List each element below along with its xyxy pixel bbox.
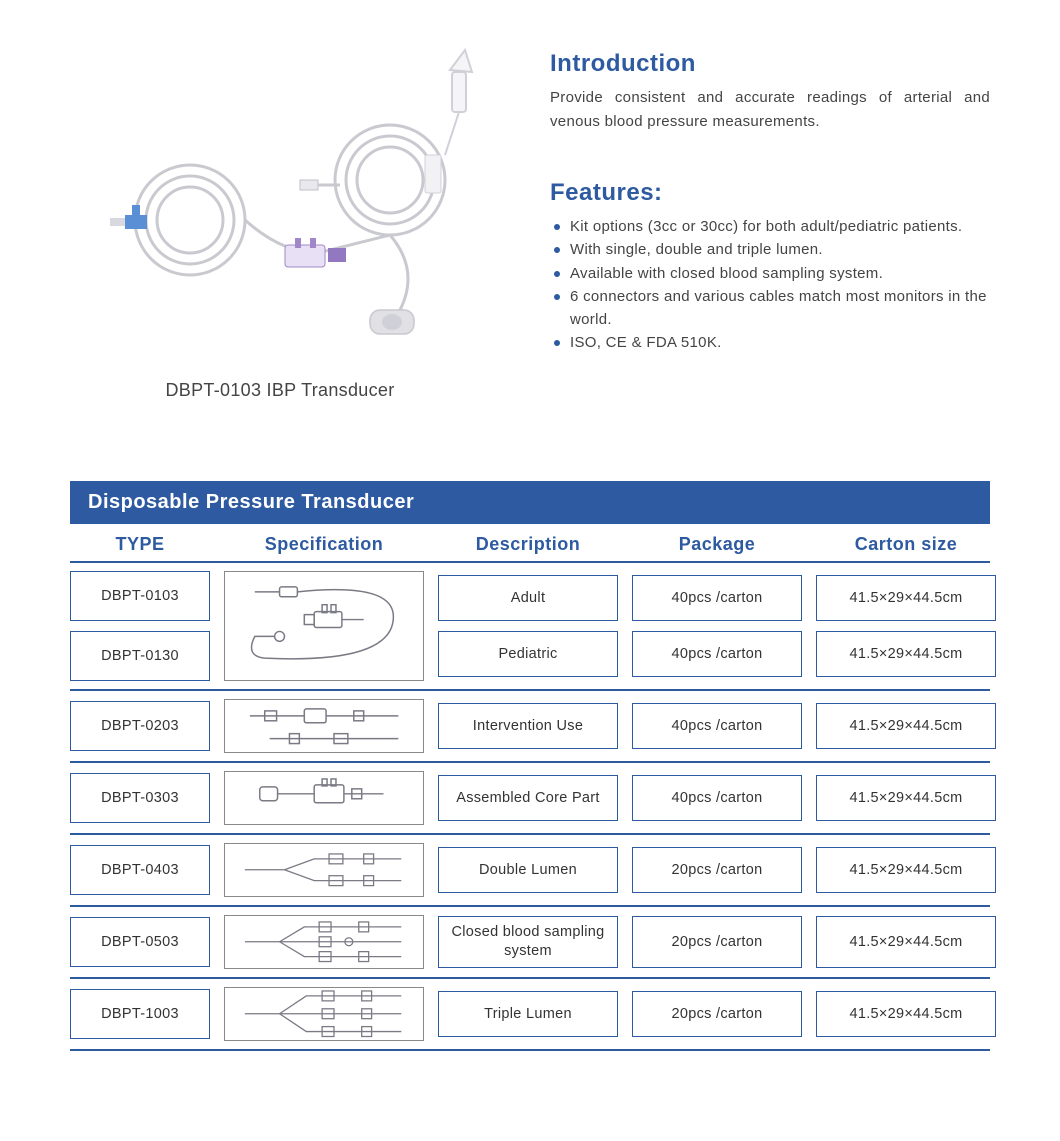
carton-cell: 41.5×29×44.5cm [816,775,996,821]
spec-cell [224,915,424,969]
feature-item: ISO, CE & FDA 510K. [554,331,990,354]
carton-cell: 41.5×29×44.5cm [816,631,996,677]
table-section: Disposable Pressure Transducer TYPE Spec… [70,481,990,1051]
type-cell: DBPT-1003 [70,989,210,1039]
carton-cell: 41.5×29×44.5cm [816,916,996,968]
table-row-group: DBPT-0303 Assembled Core Part 40pcs /car… [70,763,990,835]
col-header-description: Description [438,534,618,555]
description-cell: Triple Lumen [438,991,618,1037]
col-header-package: Package [632,534,802,555]
intro-text: Provide consistent and accurate readings… [550,86,990,134]
table-row-group: DBPT-0203 Intervention Use 40pcs /carton… [70,691,990,763]
package-cell: 20pcs /carton [632,916,802,968]
description-cell: Intervention Use [438,703,618,749]
col-header-specification: Specification [224,534,424,555]
feature-item: 6 connectors and various cables match mo… [554,285,990,332]
top-section: DBPT-0103 IBP Transducer Introduction Pr… [70,40,990,401]
package-cell: 40pcs /carton [632,631,802,677]
carton-cell: 41.5×29×44.5cm [816,847,996,893]
description-cell: Adult [438,575,618,621]
type-cell: DBPT-0403 [70,845,210,895]
table-row-group: DBPT-0103 DBPT-0130 Adult [70,563,990,691]
description-cell: Double Lumen [438,847,618,893]
table-row-group: DBPT-1003 Triple Lumen 20pcs /carton 41.… [70,979,990,1049]
carton-cell: 41.5×29×44.5cm [816,991,996,1037]
table-row-group: DBPT-0503 Closed blood sampling system 2… [70,907,990,979]
spec-diagram-double [235,847,413,893]
product-image [70,40,490,360]
spec-cell [224,987,424,1041]
package-cell: 40pcs /carton [632,775,802,821]
feature-item: With single, double and triple lumen. [554,238,990,261]
spec-diagram-intervention [235,701,413,750]
feature-item: Available with closed blood sampling sys… [554,262,990,285]
spec-cell [224,843,424,897]
type-cell: DBPT-0103 [70,571,210,621]
type-cell: DBPT-0303 [70,773,210,823]
type-stack: DBPT-0103 DBPT-0130 [70,571,210,681]
info-column: Introduction Provide consistent and accu… [550,40,990,401]
spec-cell [224,699,424,753]
features-heading: Features: [550,179,990,207]
rest-stack: Adult 40pcs /carton 41.5×29×44.5cm Pedia… [438,571,996,681]
spec-diagram-triple [235,988,413,1039]
table-body: DBPT-0103 DBPT-0130 Adult [70,563,990,1051]
features-list: Kit options (3cc or 30cc) for both adult… [550,215,990,355]
table-column-headers: TYPE Specification Description Package C… [70,524,990,563]
spec-diagram-single [235,577,413,676]
package-cell: 20pcs /carton [632,847,802,893]
spec-cell [224,771,424,825]
feature-item: Kit options (3cc or 30cc) for both adult… [554,215,990,238]
spec-diagram-closed [235,917,413,966]
carton-cell: 41.5×29×44.5cm [816,703,996,749]
table-title: Disposable Pressure Transducer [70,481,990,524]
table-row-group: DBPT-0403 Double Lumen 20pcs /carton 41.… [70,835,990,907]
description-cell: Pediatric [438,631,618,677]
product-image-column: DBPT-0103 IBP Transducer [70,40,490,401]
product-caption: DBPT-0103 IBP Transducer [166,380,395,401]
spec-diagram-core [235,775,413,821]
package-cell: 40pcs /carton [632,703,802,749]
col-header-type: TYPE [70,534,210,555]
col-header-carton: Carton size [816,534,996,555]
type-cell: DBPT-0503 [70,917,210,967]
type-cell: DBPT-0130 [70,631,210,681]
carton-cell: 41.5×29×44.5cm [816,575,996,621]
description-cell: Assembled Core Part [438,775,618,821]
intro-heading: Introduction [550,50,990,78]
product-illustration [70,40,490,360]
package-cell: 20pcs /carton [632,991,802,1037]
spec-cell [224,571,424,681]
package-cell: 40pcs /carton [632,575,802,621]
type-cell: DBPT-0203 [70,701,210,751]
description-cell: Closed blood sampling system [438,916,618,968]
